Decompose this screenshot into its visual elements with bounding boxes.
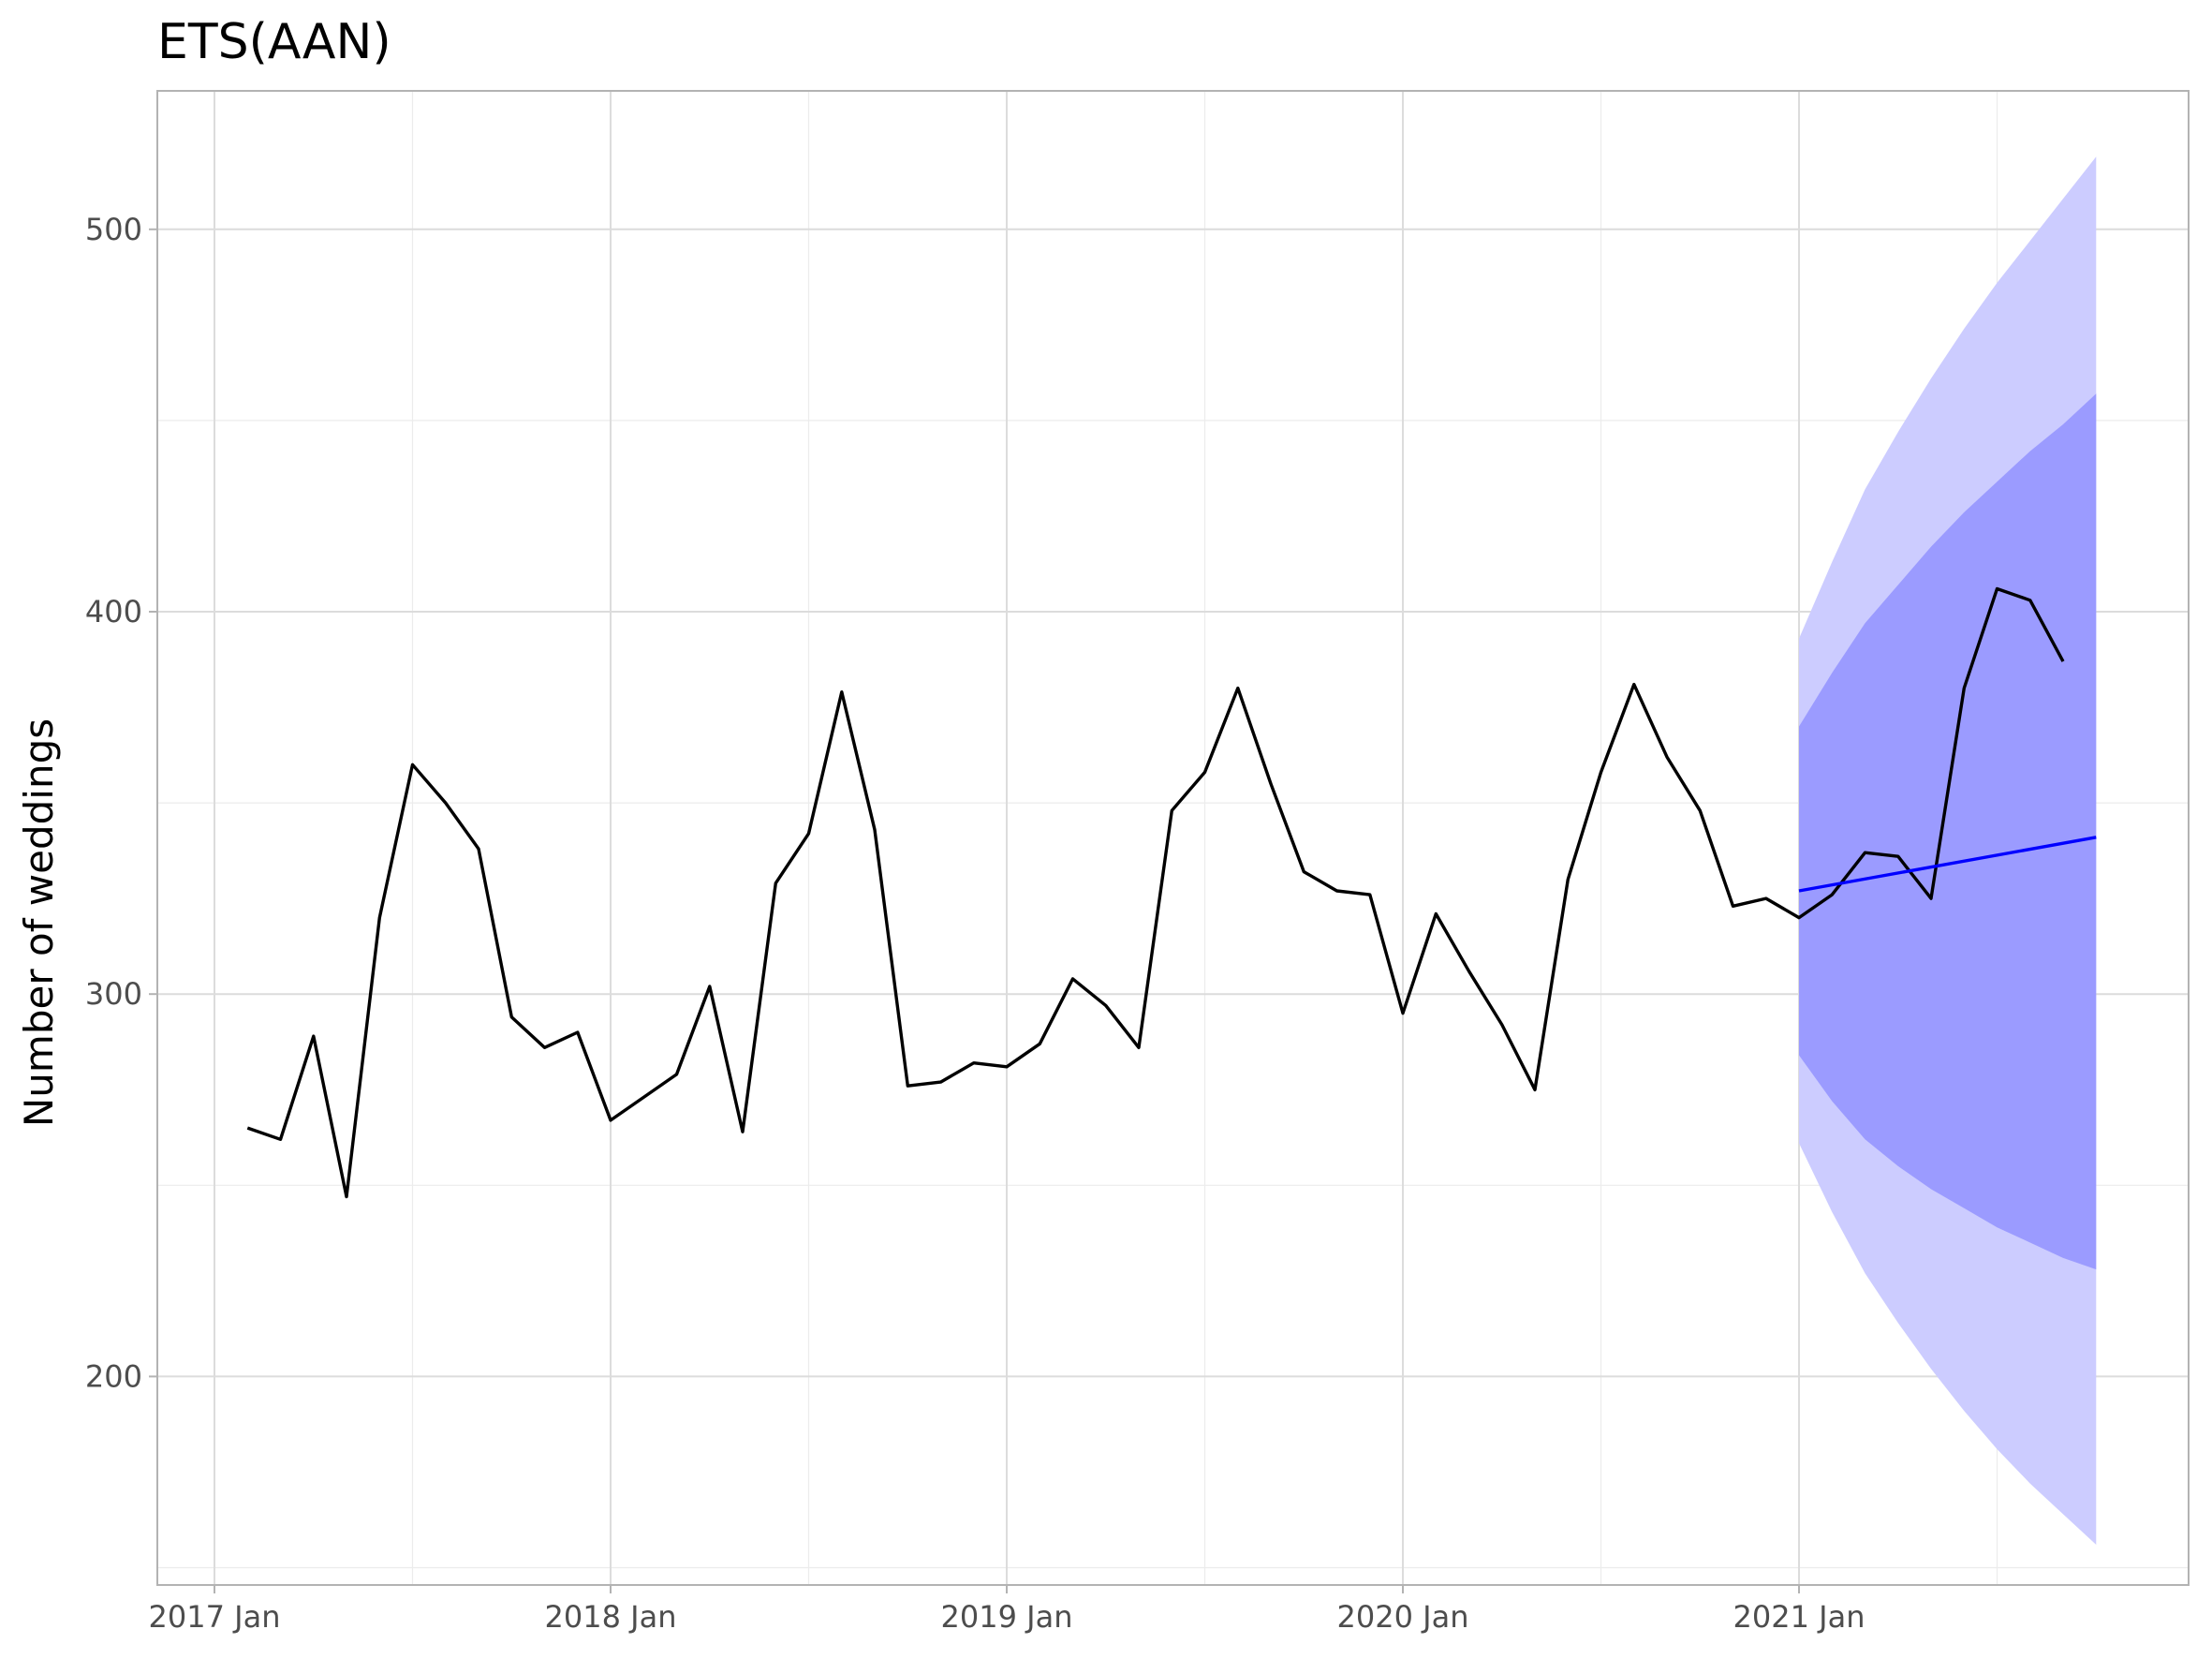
y-tick-label: 500 [85, 212, 142, 247]
panel-border [156, 90, 2190, 1586]
x-tick-label: 2020 Jan [1337, 1599, 1469, 1635]
axes: 200 300 400 500 2017 Jan 2018 Jan 2019 Jan 2020… [85, 212, 1865, 1635]
x-tick-label: 2018 Jan [545, 1599, 677, 1635]
series-lines [246, 586, 2097, 1199]
point-forecast-line [1798, 836, 2097, 893]
y-tick-label: 300 [85, 976, 142, 1012]
chart-title: ETS(AAN) [157, 14, 391, 70]
x-tick-label: 2019 Jan [941, 1599, 1073, 1635]
x-tick-label: 2017 Jan [149, 1599, 281, 1635]
y-axis-title: Number of weddings [16, 718, 62, 1127]
x-tick-label: 2021 Jan [1733, 1599, 1865, 1635]
prediction-interval-80 [1799, 393, 2097, 1270]
prediction-intervals [1799, 156, 2097, 1546]
y-tick-label: 400 [85, 594, 142, 630]
observed-line [246, 586, 2065, 1199]
y-tick-label: 200 [85, 1358, 142, 1394]
